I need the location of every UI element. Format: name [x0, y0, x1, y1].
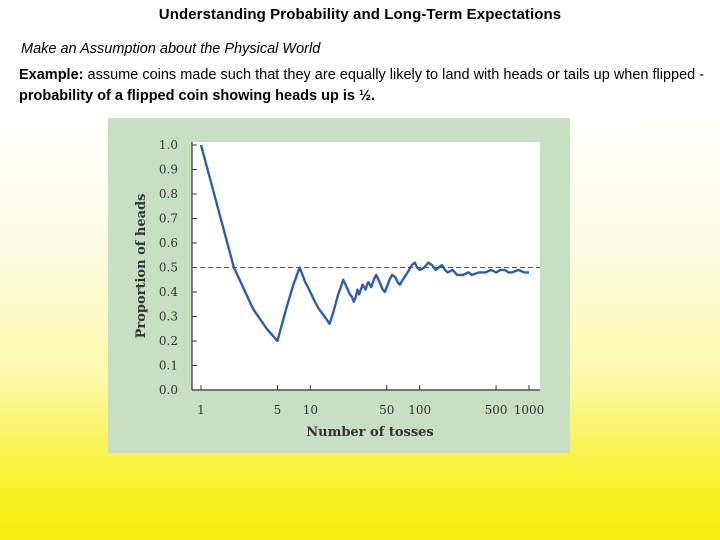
- y-tick-label: 0.4: [159, 285, 178, 299]
- y-tick-label: 0.6: [159, 236, 178, 250]
- x-tick-label: 100: [408, 403, 431, 417]
- y-axis-label: Proportion of heads: [134, 194, 149, 339]
- x-axis-label: Number of tosses: [306, 425, 434, 440]
- example-bold-text: probability of a flipped coin showing he…: [19, 88, 376, 104]
- y-tick-label: 0.3: [159, 310, 178, 324]
- x-tick-label: 50: [379, 403, 394, 417]
- x-tick-label: 1000: [514, 403, 545, 417]
- proportion-of-heads-chart: 0.0 0.1 0.2 0.3 0.4 0.5 0.6 0.7 0.8 0.9 1.0 1 5 10 50 1…: [134, 138, 545, 440]
- x-tick-label: 500: [485, 403, 508, 417]
- x-tick-label: 1: [197, 403, 205, 417]
- y-tick-label: 0.0: [159, 383, 178, 397]
- y-tick-label: 0.2: [159, 334, 178, 348]
- x-tick-label: 5: [274, 403, 282, 417]
- y-tick-label: 0.5: [159, 261, 178, 275]
- y-tick-label: 0.8: [159, 187, 178, 201]
- example-label: Example:: [19, 67, 84, 83]
- coin-toss-figure: 0.0 0.1 0.2 0.3 0.4 0.5 0.6 0.7 0.8 0.9 1.0 1 5 10 50 1…: [108, 118, 570, 453]
- plot-area: [192, 142, 540, 390]
- y-tick-label: 0.7: [159, 212, 178, 226]
- slide-title: Understanding Probability and Long-Term …: [158, 6, 562, 23]
- y-tick-label: 0.9: [159, 163, 178, 177]
- x-tick-label: 10: [303, 403, 318, 417]
- y-tick-label: 0.1: [159, 359, 178, 373]
- example-paragraph: Example: assume coins made such that the…: [19, 65, 709, 107]
- y-tick-label: 1.0: [159, 138, 178, 152]
- slide-subtitle: Make an Assumption about the Physical Wo…: [21, 41, 321, 57]
- proportion-series-line: [199, 144, 529, 343]
- example-text: assume coins made such that they are equ…: [83, 67, 705, 83]
